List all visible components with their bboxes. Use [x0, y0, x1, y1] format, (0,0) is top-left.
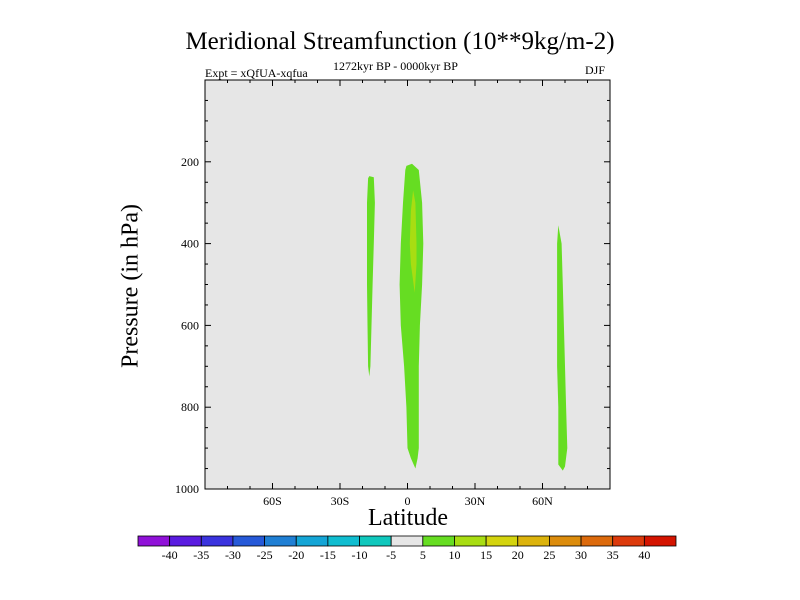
contour-cell-70N — [557, 225, 568, 471]
contour-cell-equator-core — [409, 190, 417, 293]
colorbar-box — [169, 535, 202, 547]
colorbar-box — [454, 535, 487, 547]
x-axis-label: Latitude — [368, 505, 448, 531]
y-tick-label: 600 — [181, 318, 199, 332]
colorbar-box — [517, 535, 550, 547]
colorbar-box — [485, 535, 519, 547]
colorbar-label: -20 — [288, 548, 304, 562]
colorbar-label: 5 — [420, 548, 426, 562]
colorbar-label: -30 — [225, 548, 241, 562]
contour-cell-equator — [399, 163, 424, 469]
y-tick-label: 400 — [181, 237, 199, 251]
x-tick-label: 0 — [405, 494, 411, 508]
colorbar-box — [232, 535, 265, 547]
contour-cell-15S — [367, 176, 375, 377]
colorbar-label: -40 — [162, 548, 178, 562]
colorbar-label: 40 — [638, 548, 650, 562]
colorbar-box — [422, 535, 455, 547]
colorbar-box — [390, 535, 424, 547]
colorbar-label: -5 — [386, 548, 396, 562]
y-tick-label: 1000 — [175, 482, 199, 496]
period-label: 1272kyr BP - 0000kyr BP — [333, 59, 458, 73]
colorbar-label: 20 — [512, 548, 524, 562]
colorbar-label: -10 — [352, 548, 368, 562]
x-tick-label: 60S — [263, 494, 282, 508]
colorbar-box — [643, 535, 677, 547]
colorbar-box — [612, 535, 645, 547]
colorbar-box — [327, 535, 360, 547]
colorbar-box — [359, 535, 392, 547]
colorbar-label: 10 — [448, 548, 460, 562]
colorbar-label: -35 — [193, 548, 209, 562]
x-tick-label: 60N — [532, 494, 553, 508]
colorbar-box — [200, 535, 234, 547]
colorbar-box — [580, 535, 614, 547]
experiment-label: Expt = xQfUA-xqfua — [205, 66, 308, 80]
season-label: DJF — [585, 63, 606, 77]
colorbar-box — [549, 535, 582, 547]
y-tick-label: 800 — [181, 400, 199, 414]
colorbar-label: 15 — [480, 548, 492, 562]
chart-title: Meridional Streamfunction (10**9kg/m-2) — [185, 28, 615, 55]
colorbar-box — [137, 535, 171, 547]
colorbar-box — [264, 535, 297, 547]
x-tick-label: 30S — [331, 494, 350, 508]
colorbar-label: -25 — [257, 548, 273, 562]
colorbar-label: -15 — [320, 548, 336, 562]
colorbar-label: 30 — [575, 548, 587, 562]
x-tick-label: 30N — [465, 494, 486, 508]
colorbar-label: 35 — [607, 548, 619, 562]
colorbar-box — [295, 535, 329, 547]
y-tick-label: 200 — [181, 155, 199, 169]
colorbar-label: 25 — [543, 548, 555, 562]
